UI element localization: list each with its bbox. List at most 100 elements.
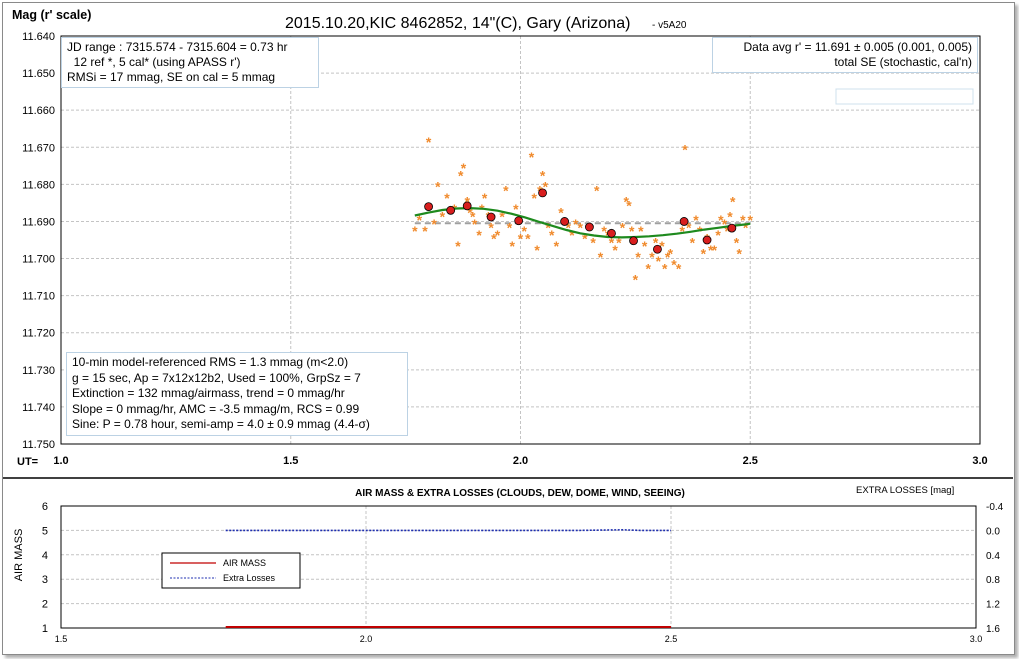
- lower-y2-tick-label: 0.8: [986, 575, 1000, 586]
- data-point-asterisk: *: [642, 238, 648, 254]
- data-point-asterisk: *: [529, 149, 535, 165]
- data-point-asterisk: *: [540, 168, 546, 184]
- lower-y2-tick-label: 1.6: [986, 624, 1000, 635]
- data-point-asterisk: *: [671, 257, 677, 273]
- annotation-jd-range: JD range : 7315.574 - 7315.604 = 0.73 hr…: [61, 37, 319, 88]
- data-point-asterisk: *: [590, 234, 596, 250]
- data-point-asterisk: *: [629, 223, 635, 239]
- main-chart-title-suffix: - v5A20: [652, 20, 687, 31]
- data-point-asterisk: *: [701, 245, 707, 261]
- data-point-asterisk: *: [682, 142, 688, 158]
- lower-tick-labels: 1 2 3 4 5 6 1.6 1.2 0.8 0.4 0.0 -0.4 1.5 2.0 2.5 3.0: [42, 501, 1004, 644]
- main-series: ****************************************…: [412, 134, 753, 287]
- lower-y2-tick-label: 0.0: [986, 526, 1000, 537]
- main-x-axis-prefix: UT=: [17, 456, 38, 468]
- legend-extralosses-label: Extra Losses: [223, 573, 276, 583]
- data-point-asterisk: *: [573, 216, 579, 232]
- lower-chart-title: AIR MASS & EXTRA LOSSES (CLOUDS, DEW, DO…: [355, 488, 685, 499]
- data-point-asterisk: *: [730, 194, 736, 210]
- data-point-asterisk: *: [633, 271, 639, 287]
- data-point-asterisk: *: [676, 260, 682, 276]
- annotation-data-avg: Data avg r' = 11.691 ± 0.005 (0.001, 0.0…: [712, 37, 978, 73]
- data-point-asterisk: *: [440, 208, 446, 224]
- group-average-point: [679, 217, 689, 226]
- main-x-tick-label: 1.5: [283, 455, 298, 467]
- data-point-asterisk: *: [513, 201, 519, 217]
- data-point-asterisk: *: [554, 238, 560, 254]
- data-point-asterisk: *: [748, 212, 754, 228]
- data-point-asterisk: *: [727, 208, 733, 224]
- annotation-model-stats: 10-min model-referenced RMS = 1.3 mmag (…: [66, 352, 408, 436]
- data-point-asterisk: *: [659, 238, 665, 254]
- data-point-asterisk: *: [734, 234, 740, 250]
- data-point-asterisk: *: [422, 223, 428, 239]
- main-y-tick-label: 11.650: [22, 68, 55, 80]
- main-plot-border: [60, 35, 981, 445]
- group-average-point: [538, 188, 547, 198]
- data-point-asterisk: *: [470, 208, 476, 224]
- annotation-line: g = 15 sec, Ap = 7x12x12b2, Used = 100%,…: [72, 370, 361, 385]
- data-point-asterisk: *: [623, 194, 629, 210]
- data-point-asterisk: *: [653, 234, 659, 250]
- data-point-asterisk: *: [638, 223, 644, 239]
- data-point-asterisk: *: [417, 212, 423, 228]
- lower-legend: AIR MASS Extra Losses: [161, 552, 301, 589]
- lower-series: [225, 528, 671, 628]
- annotation-line: 12 ref *, 5 cal* (using APASS r'): [67, 55, 241, 69]
- data-point-asterisk: *: [665, 249, 671, 265]
- data-point-asterisk: *: [444, 190, 450, 206]
- data-point-asterisk: *: [558, 205, 564, 221]
- data-point-asterisk: *: [686, 220, 692, 236]
- data-point-asterisk: *: [656, 253, 662, 269]
- data-point-asterisk: *: [435, 179, 441, 195]
- data-point-asterisk: *: [566, 220, 572, 236]
- main-x-tick-label: 3.0: [972, 455, 987, 467]
- data-point-asterisk: *: [598, 249, 604, 265]
- lower-y-tick-label: 2: [42, 599, 48, 611]
- data-point-asterisk: *: [503, 182, 509, 198]
- group-average-point: [486, 212, 496, 222]
- data-point-asterisk: *: [488, 220, 494, 236]
- data-point-asterisk: *: [712, 242, 718, 258]
- lower-y-tick-label: 5: [42, 525, 48, 537]
- lower-y2-tick-label: 0.4: [986, 551, 1000, 562]
- group-average-point: [607, 228, 616, 238]
- annotation-line: Slope = 0 mmag/hr, AMC = -3.5 mmag/m, RC…: [72, 401, 360, 416]
- data-point-asterisk: *: [543, 179, 549, 195]
- group-average-point: [702, 235, 712, 245]
- data-point-asterisk: *: [491, 231, 497, 247]
- data-point-asterisk: *: [635, 249, 641, 265]
- data-point-asterisk: *: [534, 242, 540, 258]
- data-point-asterisk: *: [649, 249, 655, 265]
- annotation-line: Data avg r' = 11.691 ± 0.005 (0.001, 0.0…: [743, 40, 972, 54]
- data-point-asterisk: *: [510, 238, 516, 254]
- data-point-asterisk: *: [521, 223, 527, 239]
- main-x-tick-label: 2.5: [743, 455, 758, 467]
- data-point-asterisk: *: [495, 227, 501, 243]
- data-point-asterisk: *: [662, 260, 668, 276]
- annotation-line: Extinction = 132 mmag/airmass, trend = 0…: [72, 386, 345, 400]
- data-point-asterisk: *: [482, 190, 488, 206]
- data-point-asterisk: *: [532, 190, 538, 206]
- annotation-line: total SE (stochastic, cal'n): [834, 55, 972, 69]
- lower-y-axis-label: AIR MASS: [13, 529, 25, 582]
- annotation-line: Sine: P = 0.78 hour, semi-amp = 4.0 ± 0.…: [72, 417, 370, 431]
- data-point-asterisk: *: [467, 205, 473, 221]
- data-point-asterisk: *: [680, 223, 686, 239]
- data-point-asterisk: *: [743, 220, 749, 236]
- data-point-asterisk: *: [601, 223, 607, 239]
- data-point-asterisk: *: [578, 220, 584, 236]
- data-point-asterisk: *: [461, 160, 467, 176]
- group-average-point: [653, 244, 662, 254]
- lower-x-tick-label: 2.5: [665, 634, 678, 644]
- main-y-tick-label: 11.730: [22, 365, 55, 377]
- data-point-asterisk: *: [668, 245, 674, 261]
- data-point-asterisk: *: [569, 227, 575, 243]
- data-point-asterisk: *: [646, 260, 652, 276]
- annotation-line: RMSi = 17 mmag, SE on cal = 5 mmag: [67, 70, 276, 84]
- data-point-asterisk: *: [412, 223, 418, 239]
- data-point-asterisk: *: [725, 223, 731, 239]
- lower-y-tick-label: 6: [42, 501, 48, 513]
- data-point-asterisk: *: [612, 242, 618, 258]
